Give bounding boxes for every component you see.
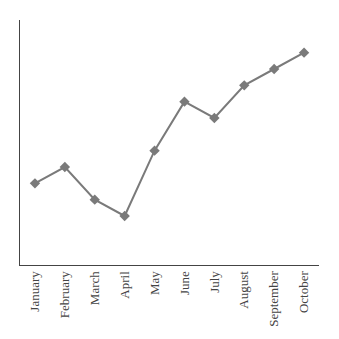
svg-text:March: March [87,271,102,305]
svg-text:February: February [57,271,72,318]
svg-text:June: June [177,271,192,295]
svg-text:August: August [236,271,251,309]
svg-text:April: April [117,271,132,299]
svg-text:September: September [266,271,281,327]
svg-text:January: January [27,271,42,312]
svg-text:October: October [296,271,311,314]
svg-text:July: July [207,271,222,293]
svg-text:May: May [147,271,162,295]
